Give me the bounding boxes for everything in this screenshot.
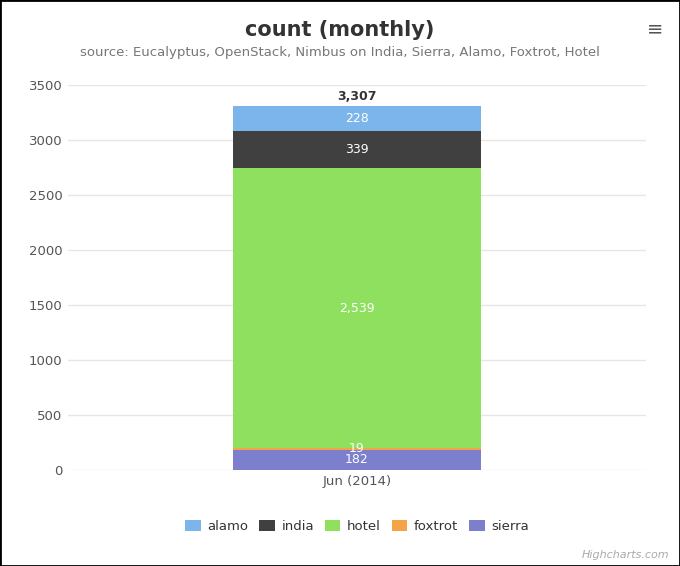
- Text: 228: 228: [345, 112, 369, 125]
- Text: 3,307: 3,307: [337, 91, 377, 104]
- Bar: [233, 450, 481, 470]
- Bar: [233, 448, 481, 450]
- Bar: [233, 169, 481, 448]
- Text: source: Eucalyptus, OpenStack, Nimbus on India, Sierra, Alamo, Foxtrot, Hotel: source: Eucalyptus, OpenStack, Nimbus on…: [80, 46, 600, 59]
- Text: 2,539: 2,539: [339, 302, 375, 315]
- Text: Highcharts.com: Highcharts.com: [582, 550, 670, 560]
- Text: ≡: ≡: [647, 20, 663, 39]
- Text: 182: 182: [345, 453, 369, 466]
- Text: 19: 19: [349, 442, 365, 455]
- Legend: alamo, india, hotel, foxtrot, sierra: alamo, india, hotel, foxtrot, sierra: [180, 515, 534, 538]
- Bar: [233, 131, 481, 169]
- Text: count (monthly): count (monthly): [245, 20, 435, 40]
- Bar: [233, 106, 481, 131]
- Text: 339: 339: [345, 143, 369, 156]
